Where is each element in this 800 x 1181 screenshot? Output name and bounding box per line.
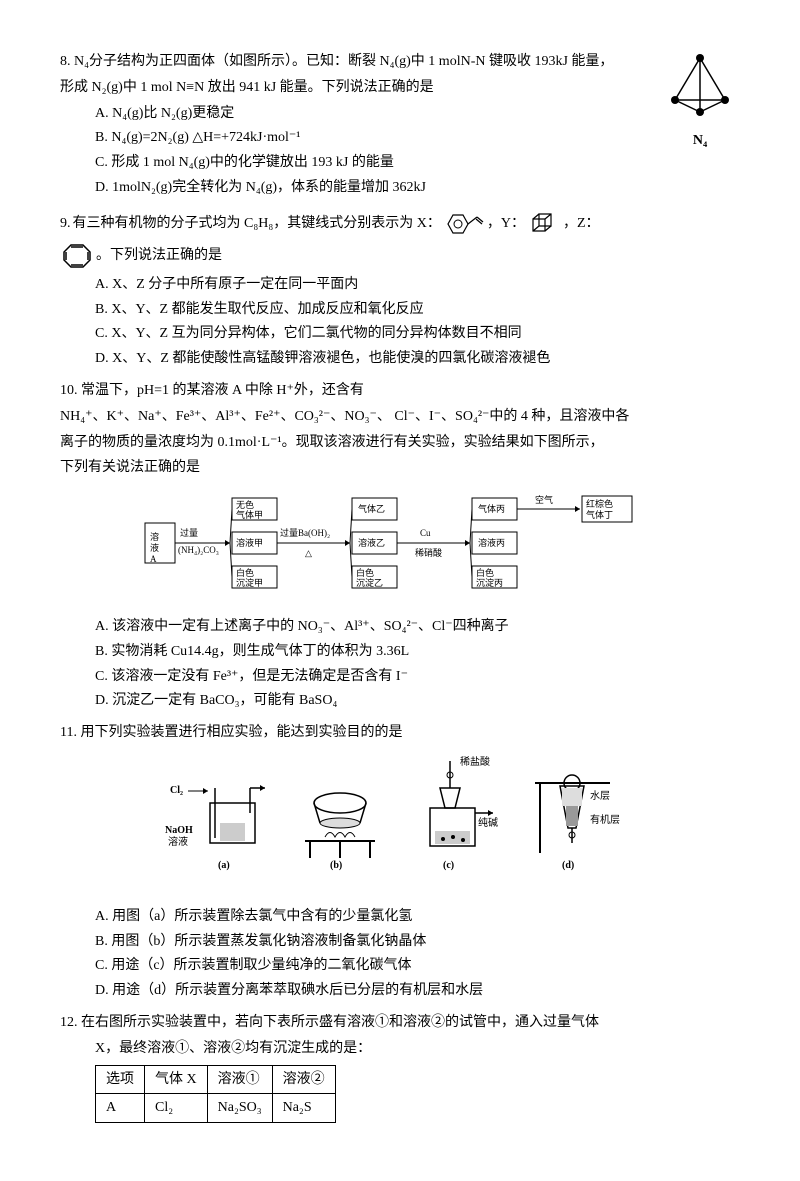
- q8-stem-1: 8. N₄分子结构为正四面体（如图所示）。已知：断裂 N₄(g)中 1 molN…: [60, 50, 740, 74]
- cell-a-3: Na₂S: [272, 1094, 335, 1123]
- svg-text:无色: 无色: [236, 499, 254, 510]
- svg-text:(NH₄)₂CO₃: (NH₄)₂CO₃: [178, 545, 219, 555]
- q10-stem-4: 下列有关说法正确的是: [60, 456, 740, 480]
- q11-stem: 11. 用下列实验装置进行相应实验，能达到实验目的的是: [60, 721, 740, 745]
- cubane-icon: [527, 209, 561, 239]
- q9-opt-b: B. X、Y、Z 都能发生取代反应、加成反应和氧化反应: [95, 298, 740, 322]
- th-sol2: 溶液②: [272, 1065, 335, 1094]
- q8-stem-2: 形成 N₂(g)中 1 mol N≡N 放出 941 kJ 能量。下列说法正确的…: [60, 76, 740, 100]
- svg-text:沉淀乙: 沉淀乙: [356, 577, 383, 588]
- cl2-label: Cl₂: [170, 785, 183, 796]
- svg-text:过量Ba(OH)₂: 过量Ba(OH)₂: [280, 527, 330, 538]
- q11-apparatus: .lt{font-size:10px;font-family:SimSun} C…: [60, 753, 740, 897]
- q10-opt-a: A. 该溶液中一定有上述离子中的 NO₃⁻、Al³⁺、SO₄²⁻、Cl⁻四种离子: [95, 615, 740, 639]
- q9-opt-a: A. X、Z 分子中所有原子一定在同一平面内: [95, 273, 740, 297]
- svg-text:气体乙: 气体乙: [358, 503, 385, 514]
- svg-text:溶: 溶: [150, 531, 159, 542]
- svg-text:白色: 白色: [236, 567, 254, 578]
- svg-text:沉淀甲: 沉淀甲: [236, 577, 263, 588]
- apparatus-icon: .lt{font-size:10px;font-family:SimSun} C…: [160, 753, 640, 888]
- q11-opt-b: B. 用图（b）所示装置蒸发氯化钠溶液制备氯化钠晶体: [95, 930, 740, 954]
- svg-text:溶液: 溶液: [168, 835, 188, 848]
- svg-text:沉淀丙: 沉淀丙: [476, 577, 503, 588]
- th-option: 选项: [96, 1065, 145, 1094]
- n4-label: N₄: [660, 129, 740, 153]
- svg-text:有机层: 有机层: [590, 813, 620, 826]
- q8-opt-b: B. N₄(g)=2N₂(g) △H=+724kJ·mol⁻¹: [95, 126, 740, 150]
- q8-opt-c: C. 形成 1 mol N₄(g)中的化学键放出 193 kJ 的能量: [95, 151, 740, 175]
- question-11: 11. 用下列实验装置进行相应实验，能达到实验目的的是 .lt{font-siz…: [60, 721, 740, 1003]
- table-row: 选项 气体 X 溶液① 溶液②: [96, 1065, 336, 1094]
- svg-text:液: 液: [150, 542, 159, 553]
- q10-stem-3: 离子的物质的量浓度均为 0.1mol·L⁻¹。现取该溶液进行有关实验，实验结果如…: [60, 431, 740, 455]
- cyclooctatetraene-icon: [60, 241, 94, 271]
- q8-opt-a: A. N₄(g)比 N₂(g)更稳定: [95, 102, 740, 126]
- q11-opt-d: D. 用途（d）所示装置分离苯萃取碘水后已分层的有机层和水层: [95, 979, 740, 1003]
- q10-opt-b: B. 实物消耗 Cu14.4g，则生成气体丁的体积为 3.36L: [95, 640, 740, 664]
- q10-flowchart: .bx{fill:#fff;stroke:#000;stroke-width:1…: [60, 488, 740, 607]
- svg-text:过量: 过量: [180, 527, 198, 538]
- svg-text:气体甲: 气体甲: [236, 509, 263, 520]
- svg-text:A: A: [150, 554, 157, 564]
- svg-text:△: △: [305, 548, 312, 558]
- svg-text:(d): (d): [562, 860, 574, 871]
- svg-text:(c): (c): [443, 860, 454, 871]
- cell-a-2: Na₂SO₃: [207, 1094, 272, 1123]
- flowchart-icon: .bx{fill:#fff;stroke:#000;stroke-width:1…: [140, 488, 660, 598]
- svg-text:稀硝酸: 稀硝酸: [415, 547, 442, 558]
- svg-text:溶液甲: 溶液甲: [236, 537, 263, 548]
- q10-stem-2: NH₄⁺、K⁺、Na⁺、Fe³⁺、Al³⁺、Fe²⁺、CO₃²⁻、NO₃⁻、 C…: [60, 405, 740, 429]
- svg-text:水层: 水层: [590, 790, 610, 802]
- tetrahedron-figure: N₄: [660, 50, 740, 153]
- svg-text:空气: 空气: [535, 494, 553, 505]
- q11-opt-c: C. 用途（c）所示装置制取少量纯净的二氧化碳气体: [95, 954, 740, 978]
- q10-stem-1: 10. 常温下，pH=1 的某溶液 A 中除 H⁺外，还含有: [60, 379, 740, 403]
- q9-opt-c: C. X、Y、Z 互为同分异构体，它们二氯代物的同分异构体数目不相同: [95, 322, 740, 346]
- q9-opt-d: D. X、Y、Z 都能使酸性高锰酸钾溶液褪色，也能使溴的四氯化碳溶液褪色: [95, 347, 740, 371]
- svg-text:气体丁: 气体丁: [586, 509, 613, 520]
- q9-stem-2: 。下列说法正确的是: [60, 241, 740, 271]
- th-sol1: 溶液①: [207, 1065, 272, 1094]
- svg-text:红棕色: 红棕色: [586, 498, 613, 509]
- q8-opt-d: D. 1molN₂(g)完全转化为 N₄(g)，体系的能量增加 362kJ: [95, 176, 740, 200]
- question-12: 12. 在右图所示实验装置中，若向下表所示盛有溶液①和溶液②的试管中，通入过量气…: [60, 1011, 740, 1123]
- svg-text:溶液丙: 溶液丙: [478, 537, 505, 548]
- question-9: 9. 有三种有机物的分子式均为 C₈H₈，其键线式分别表示为 X： ，Y： ，Z…: [60, 209, 740, 371]
- svg-text:NaOH: NaOH: [165, 825, 193, 836]
- cell-a-0: A: [96, 1094, 145, 1123]
- svg-text:溶液乙: 溶液乙: [358, 537, 385, 548]
- th-gas: 气体 X: [145, 1065, 208, 1094]
- tetrahedron-icon: [665, 50, 735, 120]
- svg-text:纯碱: 纯碱: [478, 816, 498, 829]
- q10-opt-d: D. 沉淀乙一定有 BaCO₃，可能有 BaSO₄: [95, 689, 740, 713]
- q12-stem-1: 12. 在右图所示实验装置中，若向下表所示盛有溶液①和溶液②的试管中，通入过量气…: [60, 1011, 740, 1035]
- svg-text:Cu: Cu: [420, 528, 431, 538]
- q10-opt-c: C. 该溶液一定没有 Fe³⁺，但是无法确定是否含有 I⁻: [95, 665, 740, 689]
- question-10: 10. 常温下，pH=1 的某溶液 A 中除 H⁺外，还含有 NH₄⁺、K⁺、N…: [60, 379, 740, 713]
- svg-text:(b): (b): [330, 860, 342, 871]
- svg-text:稀盐酸: 稀盐酸: [460, 755, 490, 768]
- table-row: A Cl₂ Na₂SO₃ Na₂S: [96, 1094, 336, 1123]
- q11-opt-a: A. 用图（a）所示装置除去氯气中含有的少量氯化氢: [95, 905, 740, 929]
- styrene-icon: [443, 209, 485, 239]
- q12-table: 选项 气体 X 溶液① 溶液② A Cl₂ Na₂SO₃ Na₂S: [95, 1065, 336, 1124]
- q9-stem-1: 9. 有三种有机物的分子式均为 C₈H₈，其键线式分别表示为 X： ，Y： ，Z…: [60, 209, 740, 239]
- question-8: N₄ 8. N₄分子结构为正四面体（如图所示）。已知：断裂 N₄(g)中 1 m…: [60, 50, 740, 201]
- svg-text:白色: 白色: [476, 567, 494, 578]
- svg-text:气体丙: 气体丙: [478, 503, 505, 514]
- svg-text:(a): (a): [218, 860, 230, 871]
- svg-text:白色: 白色: [356, 567, 374, 578]
- q12-stem-2: X，最终溶液①、溶液②均有沉淀生成的是：: [60, 1037, 740, 1061]
- cell-a-1: Cl₂: [145, 1094, 208, 1123]
